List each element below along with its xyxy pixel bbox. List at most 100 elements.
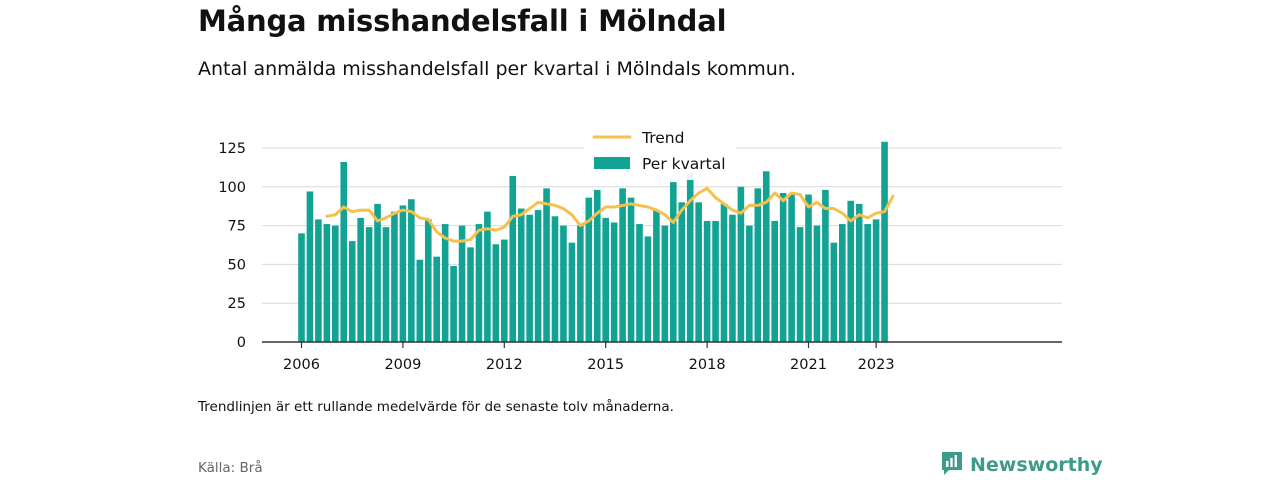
bar [593, 189, 601, 342]
x-tick-label: 2006 [283, 357, 320, 373]
x-tick-label: 2015 [587, 357, 624, 373]
bar [408, 199, 415, 342]
bar [754, 188, 762, 342]
bar [484, 211, 491, 342]
bar [686, 172, 694, 342]
bar [382, 227, 390, 342]
bar [746, 225, 753, 342]
y-tick-label: 100 [218, 180, 246, 196]
bar [855, 203, 863, 342]
bar [762, 171, 770, 342]
x-tick-label: 2018 [689, 357, 726, 373]
bar [779, 193, 787, 342]
bar [670, 182, 677, 342]
bar [822, 189, 829, 342]
bar [509, 175, 517, 342]
bar [517, 208, 525, 342]
bar [602, 217, 609, 342]
bar [416, 259, 424, 342]
bar [872, 219, 880, 342]
y-tick-label: 75 [228, 219, 246, 235]
bar [703, 220, 711, 342]
x-tick-label: 2021 [790, 357, 827, 373]
trend-series [325, 186, 895, 243]
bar [788, 194, 795, 342]
bar [315, 219, 322, 342]
bar [534, 210, 542, 342]
bar [399, 205, 407, 342]
bar [720, 203, 728, 342]
bar [458, 225, 466, 342]
axes: 0 25 50 75 100 125 2006 2009 2012 2015 2018 2021 202… [218, 141, 1062, 373]
brand-logo: Newsworthy [940, 452, 1103, 478]
newsworthy-logo-icon [940, 450, 964, 480]
bar [323, 224, 331, 342]
bar [864, 224, 871, 342]
bar [813, 225, 821, 342]
bar [298, 233, 305, 342]
bar [433, 256, 440, 342]
legend-trend-label: Trend [641, 129, 684, 147]
bar [467, 247, 474, 342]
bar [374, 203, 381, 342]
bar [306, 191, 314, 342]
legend-bar-swatch [594, 157, 630, 169]
bar [636, 224, 643, 342]
legend-background [584, 124, 736, 180]
bar [391, 211, 398, 342]
brand-name: Newsworthy [970, 454, 1103, 476]
y-tick-label: 125 [218, 141, 246, 157]
footnote: Trendlinjen är ett rullande medelvärde f… [198, 399, 674, 415]
bar [653, 210, 660, 342]
bar [881, 141, 888, 342]
bar [501, 239, 508, 342]
y-tick-label: 50 [228, 257, 246, 273]
bar [365, 227, 373, 342]
bar [661, 225, 669, 342]
bar [332, 225, 339, 342]
bar [424, 219, 432, 342]
chart: 0 25 50 75 100 125 2006 2009 2012 2015 2018 2021 202… [218, 124, 1062, 373]
bar [475, 224, 483, 342]
trend-line [325, 186, 895, 243]
bar [543, 188, 550, 342]
bar [619, 188, 626, 342]
chart-title: Många misshandelsfall i Mölndal [198, 4, 727, 38]
bar [847, 200, 855, 342]
bar [627, 197, 635, 342]
bar [526, 214, 533, 342]
legend: Trend Per kvartal [584, 124, 736, 180]
bar [805, 194, 812, 342]
bar [830, 242, 838, 342]
legend-bar-label: Per kvartal [642, 155, 726, 173]
bar [737, 186, 745, 342]
bar [610, 222, 618, 342]
x-tick-label: 2012 [486, 357, 523, 373]
source-note: Källa: Brå [198, 460, 263, 476]
bar [796, 227, 804, 342]
bar [577, 225, 584, 342]
bar [441, 224, 449, 342]
bar [551, 216, 559, 342]
bar [340, 161, 348, 342]
y-tick-label: 0 [237, 335, 246, 351]
bar [771, 220, 778, 342]
bar [450, 265, 457, 342]
bar [729, 214, 736, 342]
bar [357, 217, 364, 342]
bar-series [298, 141, 888, 342]
bar [712, 220, 719, 342]
bar [560, 225, 567, 342]
bar [348, 241, 356, 342]
bar [839, 224, 846, 342]
x-tick-label: 2009 [384, 357, 421, 373]
bar [585, 197, 593, 342]
bar [644, 236, 652, 342]
chart-subtitle: Antal anmälda misshandelsfall per kvarta… [198, 58, 796, 80]
bar [678, 202, 686, 342]
bar [695, 202, 702, 342]
bar [492, 244, 500, 342]
x-tick-label: 2023 [858, 357, 895, 373]
bar [568, 242, 576, 342]
y-tick-label: 25 [228, 296, 246, 312]
